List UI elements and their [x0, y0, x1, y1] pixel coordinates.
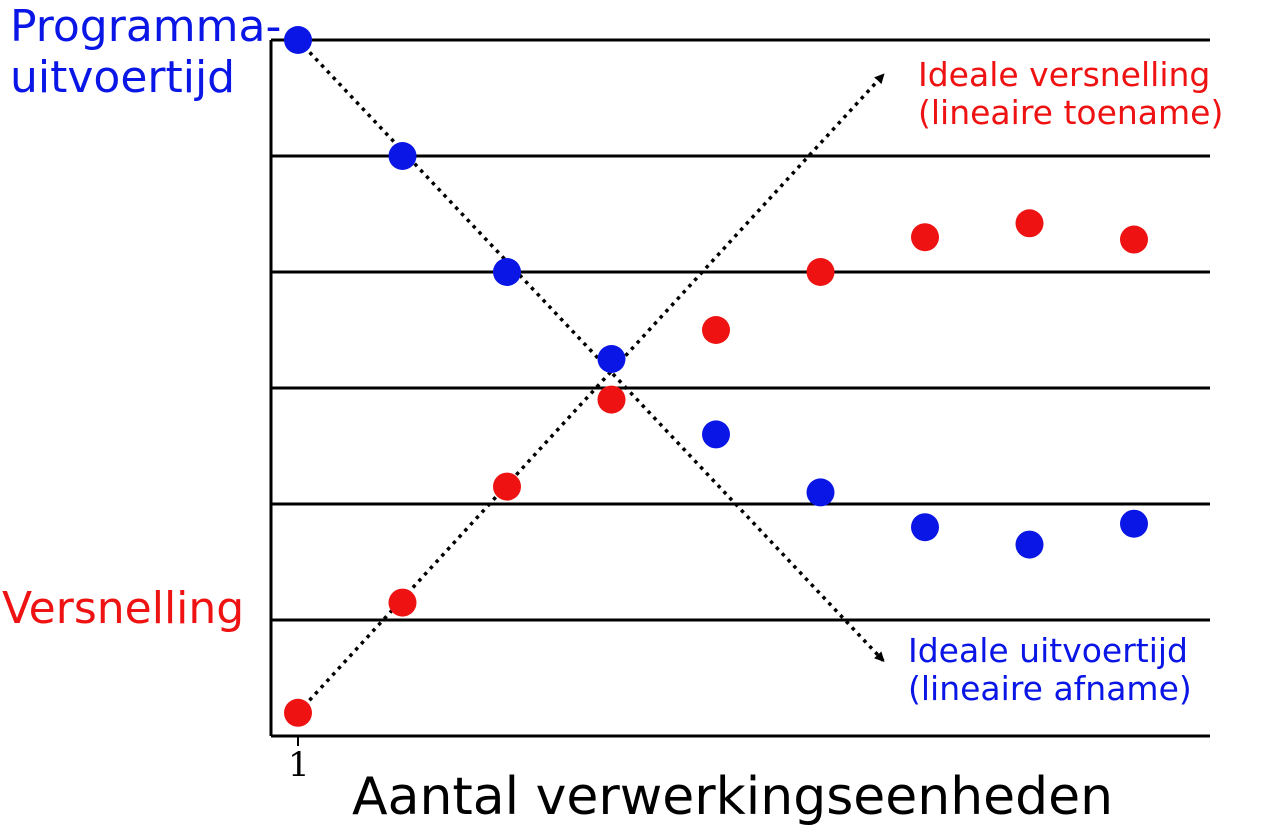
runtime-point-3	[493, 258, 521, 286]
runtime-point-1	[284, 26, 312, 54]
speedup-point-1	[284, 698, 312, 727]
annotation-ideal-runtime: Ideale uitvoertijd (lineaire afname)	[908, 632, 1192, 708]
runtime-point-7	[911, 513, 939, 542]
runtime-point-6	[806, 478, 835, 507]
speedup-point-2	[388, 588, 417, 617]
speedup-point-3	[493, 472, 521, 501]
x-tick-label: 1	[288, 745, 310, 785]
ideal-lines	[296, 38, 885, 714]
annotation-ideal-runtime-line2: (lineaire afname)	[908, 668, 1192, 708]
runtime-point-4	[597, 345, 626, 373]
annotation-ideal-speedup-line1: Ideale versnelling	[918, 55, 1211, 94]
runtime-point-8	[1015, 530, 1044, 559]
ideal-speedup-arrow	[296, 73, 885, 714]
speedup-point-5	[702, 316, 730, 344]
runtime-point-9	[1120, 509, 1148, 538]
speedup-point-8	[1015, 209, 1044, 238]
runtime-point-2	[388, 142, 417, 170]
speedup-point-9	[1120, 225, 1148, 254]
y-label-runtime: Programma- uitvoertijd	[10, 1, 282, 103]
grid-lines	[271, 38, 1210, 738]
annotation-ideal-speedup: Ideale versnelling (lineaire toename)	[918, 56, 1223, 132]
annotation-ideal-runtime-line1: Ideale uitvoertijd	[908, 631, 1189, 670]
y-label-runtime-line2: uitvoertijd	[10, 51, 236, 103]
y-label-runtime-line1: Programma-	[10, 1, 282, 52]
annotation-ideal-speedup-line2: (lineaire toename)	[918, 92, 1224, 132]
axes	[269, 40, 299, 746]
speedup-point-6	[806, 258, 835, 286]
speedup-point-7	[911, 223, 939, 252]
data-points	[284, 26, 1148, 727]
speedup-point-4	[597, 385, 626, 414]
runtime-point-5	[702, 420, 730, 449]
y-label-speedup: Versnelling	[2, 583, 245, 634]
x-axis-label: Aantal verwerkingseenheden	[352, 767, 1114, 827]
ideal-runtime-arrow	[296, 38, 885, 663]
